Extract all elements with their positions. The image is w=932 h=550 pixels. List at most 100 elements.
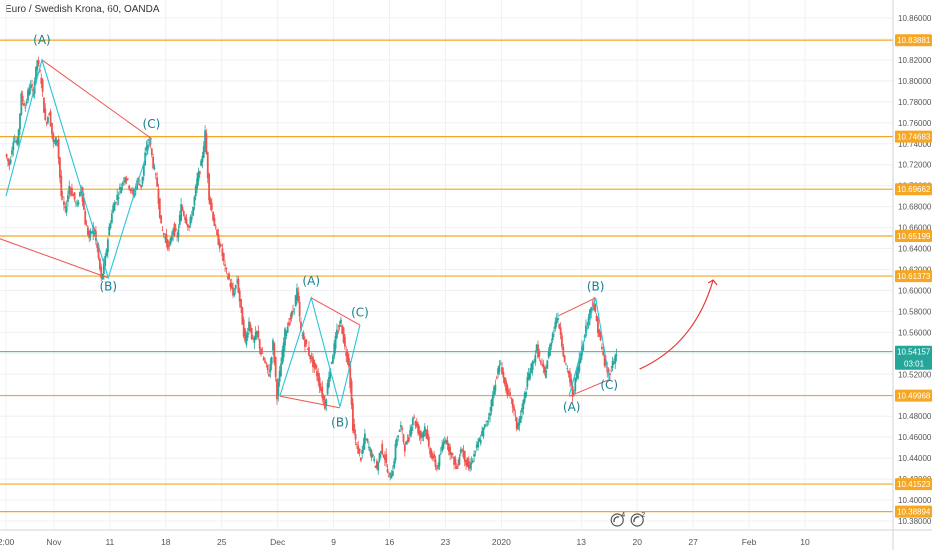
candle-body (478, 438, 481, 442)
candle-body (59, 157, 61, 178)
candle-body (450, 452, 453, 455)
candle-body (486, 420, 489, 422)
y-tick-label: 10.40000 (898, 496, 932, 505)
candle-body (438, 454, 441, 467)
candle-body (25, 101, 28, 104)
candle-body (507, 390, 510, 392)
current-price-badge (895, 345, 932, 370)
wave-label: (C) (351, 306, 369, 320)
candle-body (362, 443, 365, 450)
x-tick-label: 25 (217, 537, 227, 547)
candle-body (518, 418, 521, 426)
candle-body (228, 273, 230, 280)
candle-body (264, 360, 266, 363)
candle-body (160, 215, 163, 224)
candle-body (132, 189, 135, 195)
candle-body (563, 355, 566, 363)
candle-body (454, 458, 457, 465)
x-tick-label: 10 (800, 537, 810, 547)
candle-body (425, 429, 428, 437)
y-tick-label: 10.72000 (898, 161, 932, 170)
candle-body (577, 367, 579, 379)
candle-body (216, 229, 218, 235)
candle-body (402, 434, 405, 442)
candle-body (102, 262, 105, 275)
y-tick-label: 10.48000 (898, 412, 932, 421)
price-axis[interactable]: 10.8600010.8400010.8200010.8000010.78000… (892, 0, 932, 550)
candle-body (333, 343, 336, 356)
candle-body (419, 431, 422, 439)
candle-body (83, 198, 85, 210)
candle-body (523, 393, 526, 403)
candle-body (306, 349, 309, 350)
candle-body (169, 238, 172, 245)
candle-body (113, 203, 116, 211)
candle-body (205, 133, 208, 154)
candle-body (550, 342, 553, 346)
candle-body (474, 451, 477, 453)
candle-body (547, 351, 550, 358)
y-tick-label: 10.38000 (898, 517, 932, 526)
candle-body (273, 343, 276, 363)
trendline (279, 395, 341, 409)
candle-body (415, 421, 418, 427)
candle-body (461, 449, 463, 452)
candle-body (358, 448, 361, 453)
candle-body (63, 201, 65, 205)
candle-body (209, 199, 212, 205)
trendline (569, 379, 610, 397)
event-icon[interactable]: 4 (610, 512, 625, 527)
candle-body (96, 243, 99, 248)
candle-body (569, 371, 571, 383)
candle-body (571, 386, 574, 397)
candle-body (16, 139, 19, 145)
candle-body (586, 323, 589, 325)
candle-body (435, 468, 438, 470)
candle-body (301, 335, 304, 336)
candle-body (233, 293, 236, 296)
event-icon[interactable]: 2 (630, 512, 645, 527)
candle-body (441, 445, 444, 452)
candle-body (156, 177, 159, 187)
candle-body (224, 264, 226, 266)
candle-body (75, 201, 77, 203)
candle-body (582, 343, 585, 351)
candle-body (385, 454, 388, 464)
time-axis[interactable]: 2:00 Nov 11 18 25 Dec 9 16 23 2020 13 20 27 Feb 10 (0, 529, 932, 547)
candle-body (575, 372, 578, 379)
candle-body (53, 140, 56, 142)
candle-body (12, 142, 15, 150)
x-tick-label: Nov (46, 537, 62, 547)
candle-body (124, 177, 127, 183)
candle-body (146, 144, 149, 151)
candle-body (513, 406, 515, 411)
candle-body (487, 417, 490, 420)
level-badge (895, 183, 932, 196)
candle-body (142, 164, 145, 176)
candle-body (316, 370, 318, 377)
candle-body (529, 372, 531, 379)
candle-body (31, 84, 33, 87)
candle-body (354, 434, 357, 440)
candle-body (391, 470, 394, 477)
candle-body (506, 384, 509, 396)
candle-body (342, 327, 345, 343)
candle-body (607, 368, 610, 373)
candle-body (329, 368, 332, 379)
candle-body (193, 196, 196, 206)
y-tick-label: 10.74000 (898, 140, 932, 149)
y-tick-label: 10.68000 (898, 203, 932, 212)
candle-body (229, 282, 232, 287)
candle-body (465, 460, 467, 465)
candle-body (86, 227, 89, 235)
candle-body (541, 363, 543, 365)
candle-body (300, 321, 302, 331)
level-badge (895, 229, 932, 242)
candle-body (274, 357, 277, 377)
x-tick-label: 11 (105, 537, 114, 547)
candle-body (593, 302, 595, 310)
candle-body (208, 173, 210, 201)
candle-body (172, 229, 175, 236)
